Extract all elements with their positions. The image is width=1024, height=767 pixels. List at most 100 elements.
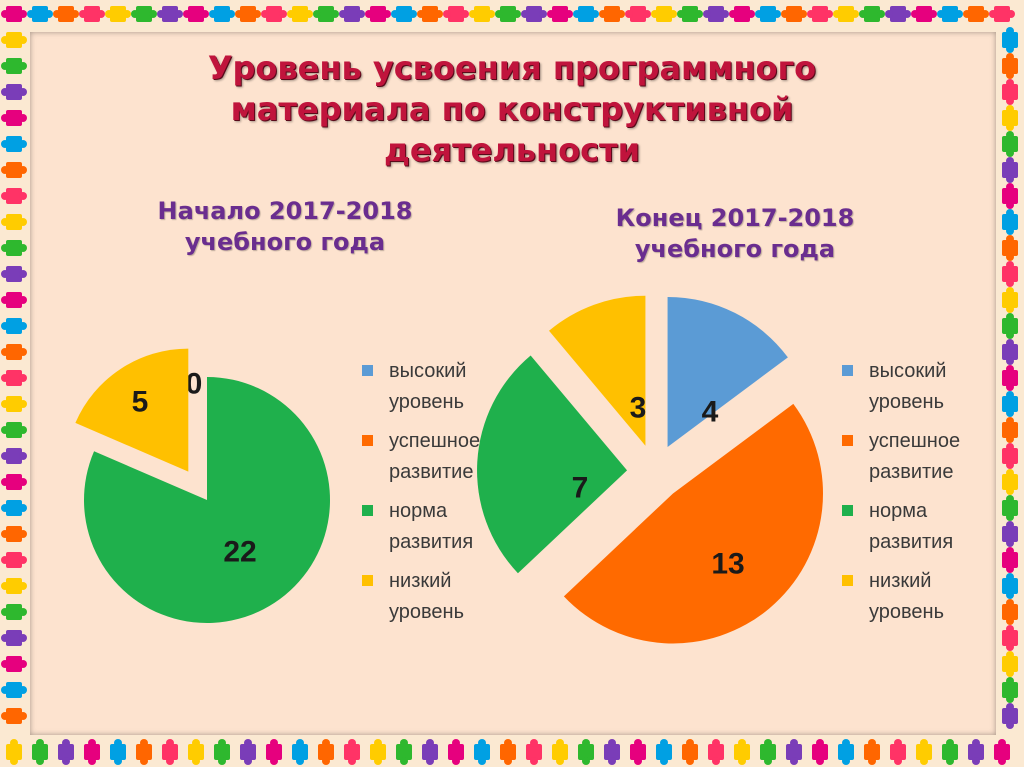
puzzle-piece-icon (287, 6, 313, 22)
puzzle-piece-icon (370, 739, 386, 765)
puzzle-piece-icon (1002, 339, 1018, 365)
puzzle-piece-icon (1002, 417, 1018, 443)
puzzle-piece-icon (1, 630, 27, 646)
legend-swatch (842, 365, 853, 376)
puzzle-piece-icon (573, 6, 599, 22)
pie-slice (549, 295, 646, 446)
puzzle-piece-icon (53, 6, 79, 22)
puzzle-piece-icon (1002, 391, 1018, 417)
puzzle-piece-icon (1, 526, 27, 542)
puzzle-piece-icon (235, 6, 261, 22)
legend-item-low: низкий уровень (362, 566, 522, 628)
puzzle-piece-icon (1, 474, 27, 490)
puzzle-piece-icon (911, 6, 937, 22)
puzzle-piece-icon (1, 552, 27, 568)
puzzle-piece-icon (1002, 547, 1018, 573)
puzzle-piece-icon (365, 6, 391, 22)
puzzle-piece-icon (994, 739, 1010, 765)
puzzle-piece-icon (1002, 313, 1018, 339)
puzzle-piece-icon (209, 6, 235, 22)
legend-item-norm: норма развития (362, 496, 522, 558)
puzzle-piece-icon (495, 6, 521, 22)
puzzle-piece-icon (443, 6, 469, 22)
puzzle-piece-icon (1, 500, 27, 516)
chart-end-title: Конец 2017-2018 учебного года (615, 204, 855, 263)
puzzle-piece-icon (1002, 599, 1018, 625)
puzzle-piece-icon (500, 739, 516, 765)
puzzle-piece-icon (1, 422, 27, 438)
legend-swatch (842, 505, 853, 516)
slide-title: Уровень усвоения программного материала … (207, 49, 817, 169)
puzzle-piece-icon (786, 739, 802, 765)
puzzle-piece-icon (1, 6, 27, 22)
legend-item-low: низкий уровень (842, 566, 1002, 628)
legend-label: успешное развитие (869, 430, 961, 483)
puzzle-piece-icon (1002, 651, 1018, 677)
legend-label: норма развития (869, 500, 954, 553)
puzzle-piece-icon (1, 162, 27, 178)
puzzle-piece-icon (890, 739, 906, 765)
puzzle-piece-icon (1, 292, 27, 308)
puzzle-piece-icon (1002, 677, 1018, 703)
puzzle-piece-icon (604, 739, 620, 765)
puzzle-piece-icon (1002, 625, 1018, 651)
puzzle-piece-icon (188, 739, 204, 765)
puzzle-piece-icon (27, 6, 53, 22)
puzzle-piece-icon (58, 739, 74, 765)
data-label: 3 (630, 392, 647, 425)
puzzle-piece-icon (1002, 469, 1018, 495)
puzzle-piece-icon (157, 6, 183, 22)
puzzle-piece-icon (760, 739, 776, 765)
puzzle-piece-icon (1, 448, 27, 464)
puzzle-piece-icon (968, 739, 984, 765)
puzzle-piece-icon (1002, 365, 1018, 391)
legend-label: успешное развитие (389, 430, 481, 483)
puzzle-piece-icon (1, 32, 27, 48)
legend-swatch (842, 435, 853, 446)
puzzle-piece-icon (989, 6, 1015, 22)
puzzle-piece-icon (469, 6, 495, 22)
legend-end: высокий уровень успешное развитие норма … (842, 356, 1002, 636)
puzzle-piece-icon (1002, 495, 1018, 521)
legend-item-high: высокий уровень (362, 356, 522, 418)
puzzle-piece-icon (682, 739, 698, 765)
puzzle-piece-icon (214, 739, 230, 765)
puzzle-piece-icon (6, 739, 22, 765)
puzzle-piece-icon (630, 739, 646, 765)
puzzle-piece-icon (1002, 521, 1018, 547)
puzzle-piece-icon (1002, 573, 1018, 599)
puzzle-piece-icon (521, 6, 547, 22)
puzzle-piece-icon (963, 6, 989, 22)
puzzle-piece-icon (344, 739, 360, 765)
puzzle-piece-icon (838, 739, 854, 765)
legend-item-success: успешное развитие (842, 426, 1002, 488)
puzzle-piece-icon (474, 739, 490, 765)
puzzle-piece-icon (1002, 287, 1018, 313)
puzzle-piece-icon (1002, 157, 1018, 183)
puzzle-piece-icon (1, 656, 27, 672)
puzzle-piece-icon (422, 739, 438, 765)
puzzle-piece-icon (162, 739, 178, 765)
puzzle-piece-icon (1002, 79, 1018, 105)
puzzle-piece-icon (599, 6, 625, 22)
puzzle-piece-icon (734, 739, 750, 765)
puzzle-piece-icon (885, 6, 911, 22)
puzzle-piece-icon (1, 396, 27, 412)
puzzle-piece-icon (1, 708, 27, 724)
legend-label: высокий уровень (389, 360, 467, 413)
puzzle-piece-icon (266, 739, 282, 765)
puzzle-piece-icon (703, 6, 729, 22)
puzzle-piece-icon (339, 6, 365, 22)
chart-start-title: Начало 2017-2018 учебного года (157, 197, 413, 256)
legend-label: низкий уровень (869, 570, 945, 623)
puzzle-piece-icon (417, 6, 443, 22)
puzzle-piece-icon (1, 344, 27, 360)
puzzle-piece-icon (1, 188, 27, 204)
legend-swatch (842, 575, 853, 586)
puzzle-piece-icon (1002, 105, 1018, 131)
data-label: 0 (186, 368, 203, 401)
puzzle-piece-icon (1, 318, 27, 334)
puzzle-piece-icon (942, 739, 958, 765)
